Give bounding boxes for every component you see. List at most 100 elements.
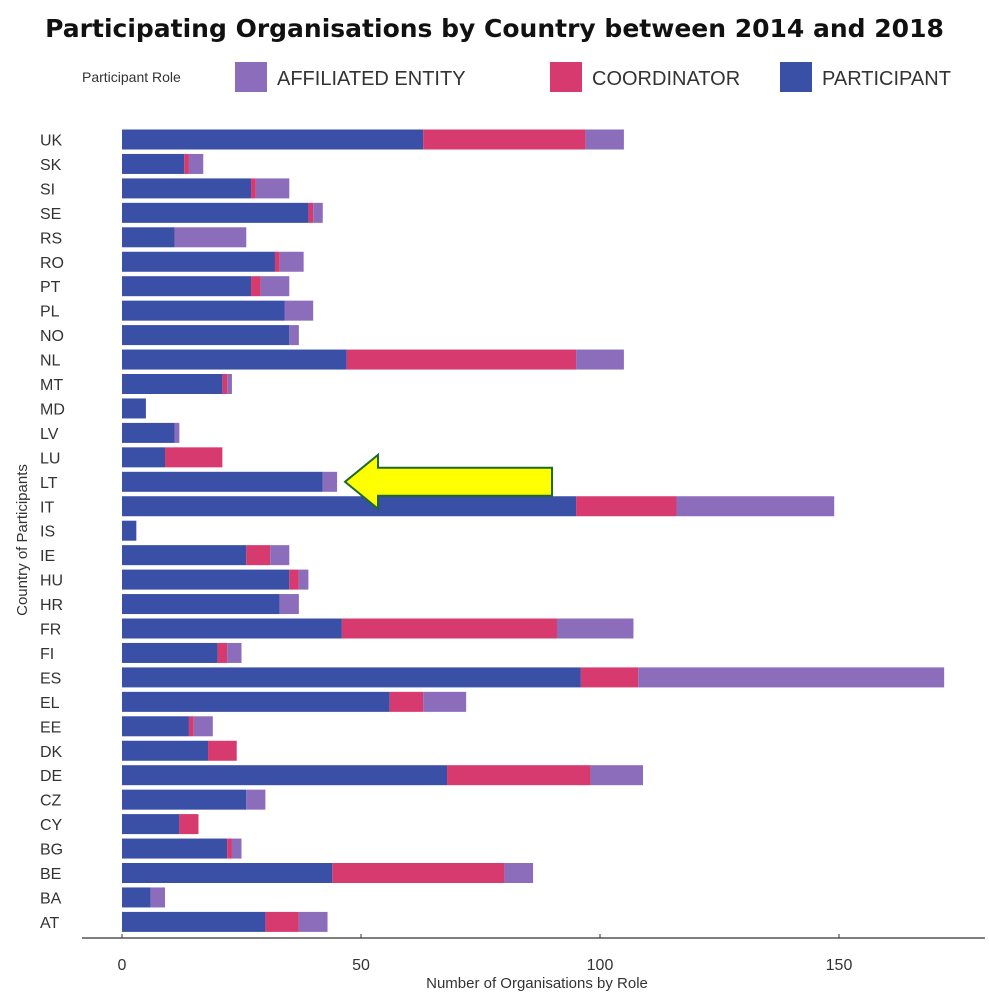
bar-de-affiliated-entity — [590, 765, 644, 786]
bar-ba-participant — [122, 887, 151, 908]
chart-title: Participating Organisations by Country b… — [45, 14, 944, 43]
bar-de-participant — [122, 765, 448, 786]
bar-be-affiliated-entity — [504, 863, 534, 883]
y-tick-label-is: IS — [40, 524, 55, 541]
bar-cy-coordinator — [179, 814, 199, 835]
bar-pt-participant — [122, 276, 252, 297]
bar-uk-participant — [122, 129, 424, 150]
bar-ro-affiliated-entity — [279, 251, 304, 272]
bar-at-participant — [122, 911, 266, 932]
bar-fr-participant — [122, 618, 342, 639]
bar-cy-participant — [122, 814, 180, 835]
legend-label-affiliated-entity: AFFILIATED ENTITY — [277, 68, 466, 90]
y-tick-label-fi: FI — [40, 646, 54, 663]
bar-si-participant — [122, 178, 252, 199]
legend-title: Participant Role — [82, 69, 181, 85]
bar-lv-participant — [122, 422, 175, 443]
y-tick-label-rs: RS — [40, 230, 62, 247]
bar-lt-affiliated-entity — [322, 471, 338, 492]
y-tick-label-md: MD — [40, 401, 65, 418]
bar-it-affiliated-entity — [676, 496, 835, 517]
bar-lu-participant — [122, 447, 166, 468]
bar-cz-affiliated-entity — [246, 789, 266, 810]
bar-cz-participant — [122, 789, 247, 810]
bar-es-affiliated-entity — [638, 667, 945, 688]
y-tick-label-ie: IE — [40, 548, 55, 565]
bar-rs-affiliated-entity — [174, 227, 247, 248]
bar-no-affiliated-entity — [289, 325, 299, 346]
legend: Participant Role AFFILIATED ENTITY COORDI… — [82, 62, 951, 92]
bar-hu-participant — [122, 569, 290, 590]
y-tick-label-lt: LT — [40, 475, 58, 492]
legend-swatch-coordinator — [550, 62, 582, 92]
bar-el-coordinator — [389, 691, 424, 712]
bar-ro-participant — [122, 251, 275, 272]
x-axis: 0 50 100 150 — [82, 934, 985, 974]
y-tick-label-at: AT — [40, 915, 59, 932]
bar-hr-participant — [122, 594, 280, 615]
bar-fr-affiliated-entity — [556, 618, 634, 639]
y-tick-labels: UK SK SI SE RS RO PT PL NO NL MT MD LV LU LT IT IS IE HU HR… — [40, 133, 65, 932]
bar-nl-participant — [122, 349, 347, 370]
y-tick-label-pt: PT — [40, 279, 61, 296]
bar-hu-coordinator — [289, 569, 299, 590]
bar-hr-affiliated-entity — [279, 594, 299, 615]
bar-nl-coordinator — [346, 349, 577, 370]
bar-ee-participant — [122, 716, 189, 737]
bar-nl-affiliated-entity — [576, 349, 624, 370]
legend-swatch-participant — [780, 62, 812, 92]
legend-swatch-affiliated-entity — [235, 62, 267, 92]
bar-es-participant — [122, 667, 581, 688]
bar-uk-affiliated-entity — [585, 129, 624, 150]
bar-lv-affiliated-entity — [174, 422, 180, 443]
y-tick-label-dk: DK — [40, 744, 63, 761]
x-tick-label-50: 50 — [352, 957, 370, 974]
bar-sk-affiliated-entity — [188, 153, 204, 174]
y-tick-label-es: ES — [40, 670, 61, 687]
bar-it-coordinator — [576, 496, 677, 517]
y-tick-label-nl: NL — [40, 353, 61, 370]
bar-ba-affiliated-entity — [150, 887, 166, 908]
bar-lu-coordinator — [165, 447, 223, 468]
annotation-layer — [343, 452, 553, 511]
bar-no-participant — [122, 325, 290, 346]
y-tick-label-ro: RO — [40, 255, 64, 272]
y-tick-label-no: NO — [40, 328, 64, 345]
y-tick-label-sk: SK — [40, 157, 62, 174]
y-tick-label-lv: LV — [40, 426, 59, 443]
bar-hu-affiliated-entity — [298, 569, 309, 590]
bar-rs-participant — [122, 227, 175, 248]
bar-fi-affiliated-entity — [227, 642, 242, 663]
bar-sk-participant — [122, 153, 185, 174]
y-tick-label-hu: HU — [40, 573, 63, 590]
bar-fr-coordinator — [341, 618, 557, 639]
bar-be-participant — [122, 863, 333, 883]
bar-pl-participant — [122, 300, 285, 321]
y-axis-label: Country of Participants — [14, 464, 31, 616]
bars-group — [122, 129, 945, 932]
bar-ro-coordinator — [274, 251, 280, 272]
bar-it-participant — [122, 496, 577, 517]
bar-at-affiliated-entity — [298, 911, 328, 932]
bar-el-participant — [122, 691, 390, 712]
y-tick-label-ee: EE — [40, 719, 61, 736]
bar-sk-coordinator — [184, 153, 189, 174]
annotation-arrow-icon — [343, 452, 553, 511]
bar-at-coordinator — [265, 911, 299, 932]
bar-is-participant — [122, 520, 137, 541]
bar-uk-coordinator — [423, 129, 586, 150]
bar-se-affiliated-entity — [313, 202, 323, 223]
bar-ie-affiliated-entity — [270, 545, 290, 566]
y-tick-label-ba: BA — [40, 890, 62, 907]
y-tick-label-cz: CZ — [40, 793, 62, 810]
y-tick-label-de: DE — [40, 768, 62, 785]
y-tick-label-it: IT — [40, 499, 54, 516]
y-tick-label-el: EL — [40, 695, 60, 712]
x-tick-label-150: 150 — [826, 957, 853, 974]
y-tick-label-cy: CY — [40, 817, 63, 834]
bar-pt-coordinator — [251, 276, 261, 297]
bar-pl-affiliated-entity — [284, 300, 314, 321]
bar-se-coordinator — [308, 202, 314, 223]
y-tick-label-be: BE — [40, 866, 61, 883]
